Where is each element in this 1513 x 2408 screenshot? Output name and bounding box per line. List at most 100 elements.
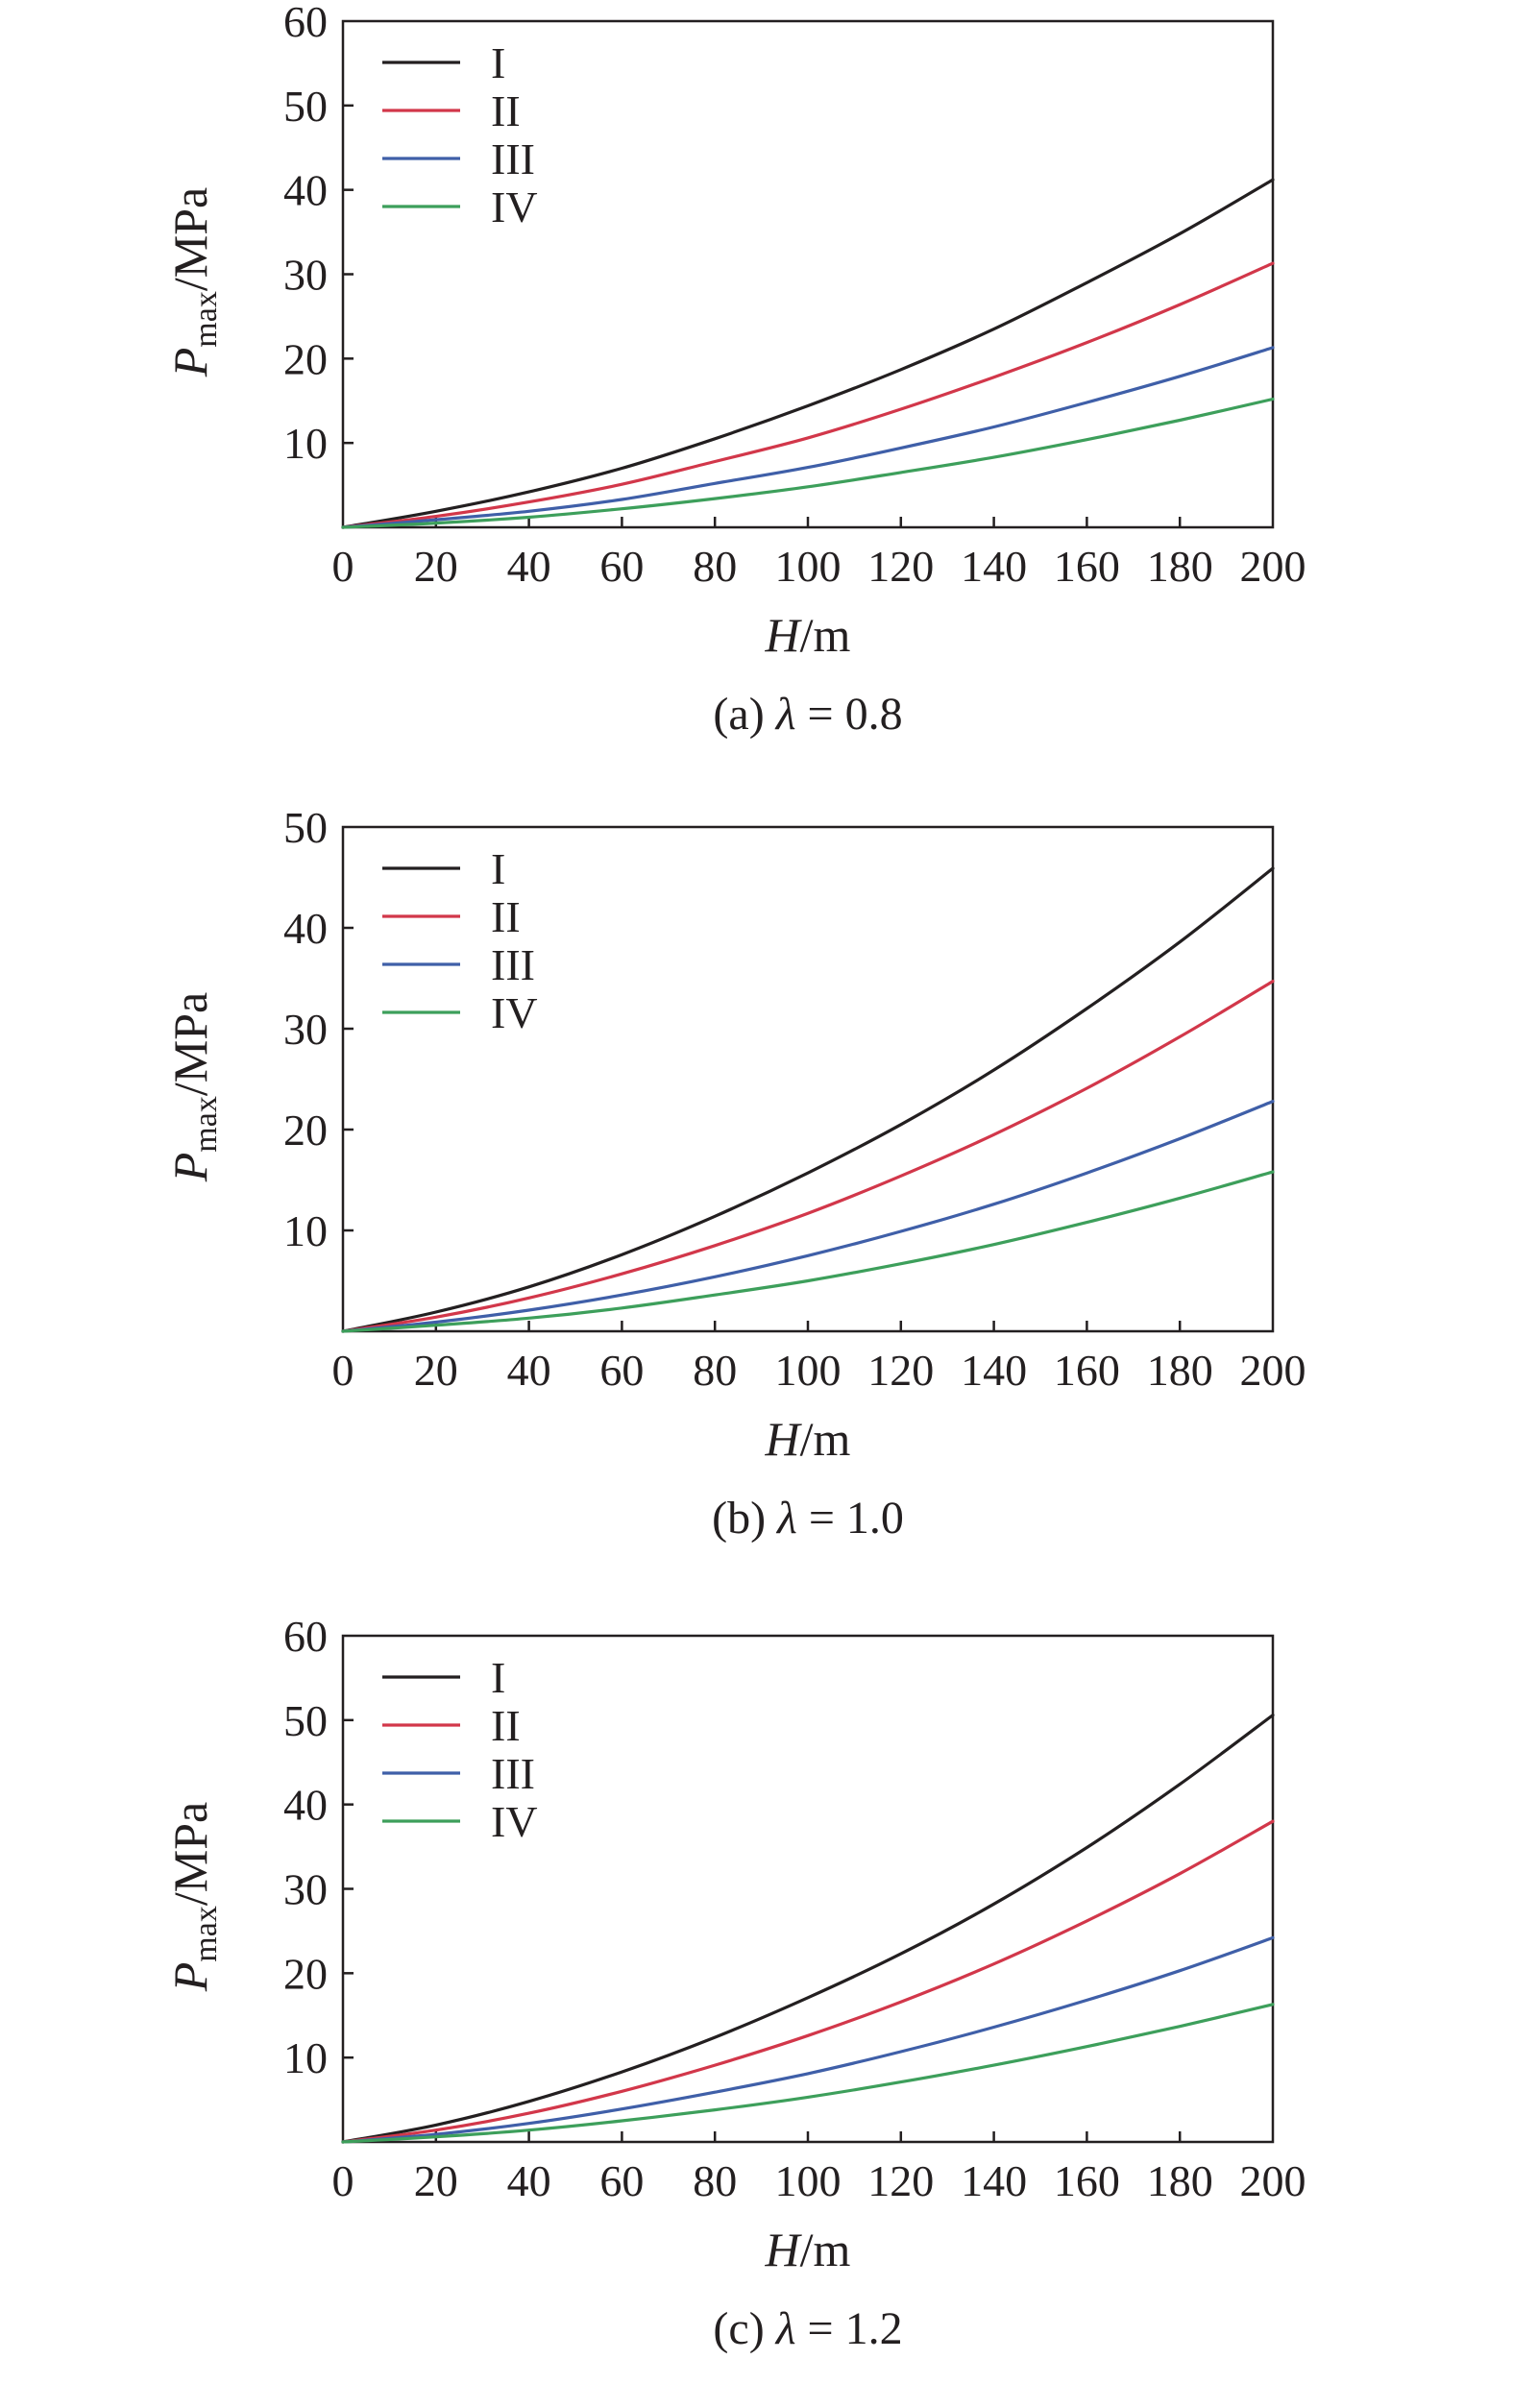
y-tick-label: 50 xyxy=(283,1696,328,1745)
x-tick-label: 0 xyxy=(332,1346,354,1395)
plot-frame xyxy=(341,1634,1275,2144)
y-tick-label: 20 xyxy=(283,1106,328,1155)
x-tick-label: 180 xyxy=(1147,542,1213,591)
y-tick-label: 20 xyxy=(283,334,328,383)
x-tick-label: 160 xyxy=(1054,2156,1120,2205)
legend-label: III xyxy=(491,940,535,989)
legend-label: IV xyxy=(491,182,538,231)
y-tick-label: 60 xyxy=(283,1612,328,1661)
x-tick-label: 80 xyxy=(693,2156,737,2205)
y-axis-unit: /MPa xyxy=(163,187,217,291)
y-tick-label: 30 xyxy=(283,1865,328,1914)
y-axis-unit: /MPa xyxy=(163,1802,217,1906)
caption-symbol: λ xyxy=(774,689,796,740)
series-line-IV xyxy=(341,2003,1275,2144)
x-tick-label: 140 xyxy=(961,1346,1027,1395)
y-axis-unit: /MPa xyxy=(163,992,217,1096)
x-tick-label: 60 xyxy=(599,1346,644,1395)
x-axis-label: H/m xyxy=(765,608,851,662)
x-tick-label: 200 xyxy=(1240,2156,1306,2205)
x-tick-label: 60 xyxy=(599,2156,644,2205)
x-tick-label: 120 xyxy=(867,2156,934,2205)
x-axis-variable: H xyxy=(765,1412,803,1466)
series-line-IV xyxy=(341,397,1275,529)
x-tick-label: 60 xyxy=(599,542,644,591)
y-axis-subscript: max xyxy=(188,1906,224,1962)
x-tick-label: 20 xyxy=(414,1346,458,1395)
y-tick-label: 20 xyxy=(283,1949,328,1998)
x-tick-label: 100 xyxy=(775,1346,842,1395)
series-line-IV xyxy=(341,1170,1275,1333)
x-tick-label: 40 xyxy=(507,1346,551,1395)
x-tick-label: 140 xyxy=(961,542,1027,591)
y-tick-label: 60 xyxy=(283,0,328,46)
series-line-I xyxy=(341,1714,1275,2144)
y-axis-variable: P xyxy=(163,1962,217,1993)
x-tick-label: 20 xyxy=(414,2156,458,2205)
x-tick-label: 0 xyxy=(332,2156,354,2205)
y-axis-label: Pmax/MPa xyxy=(163,1802,224,1992)
chart-panel-1: 0 20 40 60 80 100 120 140 160 180 2001020304050III… xyxy=(163,803,1306,1544)
x-tick-label: 0 xyxy=(332,542,354,591)
y-axis-variable: P xyxy=(163,348,217,378)
y-tick-label: 30 xyxy=(283,1005,328,1054)
legend-label: II xyxy=(491,1701,521,1750)
x-axis-label: H/m xyxy=(765,2223,851,2276)
y-tick-label: 50 xyxy=(283,803,328,852)
legend-label: II xyxy=(491,86,521,135)
series-line-II xyxy=(341,980,1275,1333)
series-line-I xyxy=(341,178,1275,529)
caption-symbol: λ xyxy=(775,1493,797,1544)
y-tick-label: 10 xyxy=(283,419,328,468)
x-axis-variable: H xyxy=(765,2223,803,2276)
x-axis-label: H/m xyxy=(765,1412,851,1466)
series-line-III xyxy=(341,1100,1275,1333)
y-tick-label: 30 xyxy=(283,251,328,300)
x-tick-label: 40 xyxy=(507,542,551,591)
legend-label: II xyxy=(491,892,521,941)
y-axis-subscript: max xyxy=(188,1096,224,1153)
x-tick-label: 120 xyxy=(867,542,934,591)
legend-label: III xyxy=(491,1749,535,1798)
legend-label: IV xyxy=(491,1797,538,1846)
y-axis-label: Pmax/MPa xyxy=(163,992,224,1182)
x-tick-label: 80 xyxy=(693,1346,737,1395)
caption-prefix: (b) xyxy=(712,1493,777,1544)
caption-symbol: λ xyxy=(774,2303,796,2354)
x-tick-label: 40 xyxy=(507,2156,551,2205)
legend-label: I xyxy=(491,844,505,893)
y-tick-label: 50 xyxy=(283,82,328,131)
x-tick-label: 80 xyxy=(693,542,737,591)
panel-caption: (a) λ = 0.8 xyxy=(713,689,902,740)
x-tick-label: 160 xyxy=(1054,542,1120,591)
chart-panel-0: 0 20 40 60 80 100 120 140 160 180 200 10 20 30 40 50 60 I… xyxy=(163,0,1306,740)
x-tick-label: 100 xyxy=(775,542,842,591)
x-tick-label: 160 xyxy=(1054,1346,1120,1395)
series-line-III xyxy=(341,346,1275,529)
legend-label: I xyxy=(491,1653,505,1702)
panel-caption: (c) λ = 1.2 xyxy=(713,2303,902,2354)
legend-label: IV xyxy=(491,988,538,1037)
x-axis-unit: /m xyxy=(800,2223,851,2276)
series-line-III xyxy=(341,1935,1275,2144)
caption-suffix: = 0.8 xyxy=(796,689,903,740)
x-tick-label: 180 xyxy=(1147,1346,1213,1395)
x-axis-unit: /m xyxy=(800,608,851,662)
caption-suffix: = 1.2 xyxy=(796,2303,903,2354)
x-tick-label: 100 xyxy=(775,2156,842,2205)
x-axis-variable: H xyxy=(765,608,803,662)
caption-prefix: (a) xyxy=(713,689,775,740)
plot-frame xyxy=(341,19,1275,529)
caption-prefix: (c) xyxy=(713,2303,775,2354)
series-line-II xyxy=(341,261,1275,529)
x-axis-unit: /m xyxy=(800,1412,851,1466)
y-tick-label: 10 xyxy=(283,1206,328,1255)
y-axis-subscript: max xyxy=(188,291,224,348)
y-axis-variable: P xyxy=(163,1153,217,1183)
caption-suffix: = 1.0 xyxy=(797,1493,904,1544)
y-axis-label: Pmax/MPa xyxy=(163,187,224,377)
y-tick-label: 40 xyxy=(283,166,328,215)
y-tick-label: 10 xyxy=(283,2033,328,2082)
x-tick-label: 20 xyxy=(414,542,458,591)
